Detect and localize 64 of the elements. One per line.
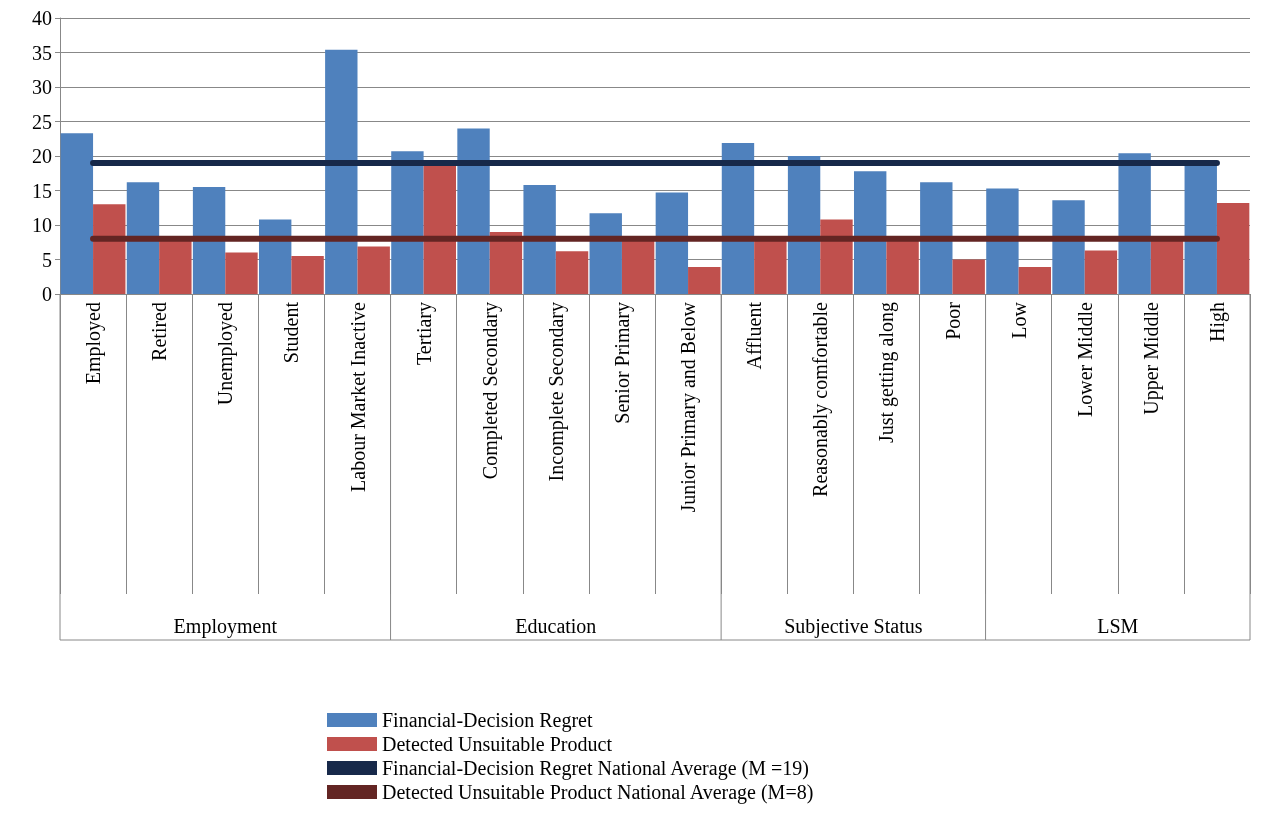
bar [258,219,292,294]
legend-label: Financial-Decision Regret [382,709,593,732]
y-tick-label: 5 [42,248,52,271]
bar [357,246,390,294]
bar [60,133,94,294]
y-tick-label: 25 [32,110,52,133]
x-tick-label: Reasonably comfortable [809,301,833,497]
x-tick-label: Low [1007,301,1030,339]
x-tick-label: Upper Middle [1139,301,1163,415]
bar [1184,164,1217,294]
y-tick-label: 20 [32,145,52,167]
x-tick-label: Student [280,301,303,364]
x-tick-label: Affluent [743,301,766,370]
bar [225,252,258,294]
bar [1052,200,1085,294]
bar [721,142,755,294]
x-tick-label: Completed Secondary [478,302,502,480]
bar [986,188,1019,294]
x-tick-label: Labour Market Inactive [346,301,369,492]
y-tick-label: 35 [32,41,52,64]
y-tick-label: 15 [32,179,52,202]
bar [192,187,226,294]
bar [820,219,853,294]
x-tick-label: Incomplete Secondary [544,302,568,482]
legend-label: Financial-Decision Regret National Average (M =19) [382,757,809,780]
bar [688,267,721,294]
bar [1084,250,1118,294]
x-tick-label: Poor [941,301,964,340]
bar [1018,267,1052,294]
x-tick-label: Just getting along [875,302,899,444]
x-tick-label: Unemployed [214,302,238,406]
text: LSM [1097,615,1139,637]
text: Subjective Status [784,615,923,638]
bar [423,164,457,294]
bar [1216,202,1250,294]
y-tick-label: 30 [32,76,52,98]
legend-label: Detected Unsuitable Product National Average (M=8) [382,781,814,804]
bar [655,192,689,294]
bar [457,128,490,294]
x-tick-label: Junior Primary and Below [677,301,701,513]
bar [952,259,985,294]
text: Employment [173,615,278,638]
x-tick-label: Tertiary [412,302,436,366]
y-tick-label: 10 [32,214,52,236]
bar [555,251,589,294]
bar [93,204,126,294]
bar [1118,153,1151,294]
x-tick-label: Retired [148,302,171,361]
y-tick-label: 40 [32,7,52,29]
legend-label: Detected Unsuitable Product [382,733,613,755]
x-tick-label: Employed [82,302,106,385]
bar [853,171,887,294]
y-tick-label: 0 [42,283,52,305]
text: Education [515,615,597,637]
x-tick-label: High [1205,302,1229,342]
bar [523,184,556,294]
bar [589,213,622,294]
x-tick-label: Senior Primary [610,302,634,424]
bar [920,182,953,294]
x-tick-label: Lower Middle [1073,301,1096,417]
bar [126,182,160,294]
bar [391,151,424,294]
bar [291,256,324,294]
bar [325,49,358,294]
